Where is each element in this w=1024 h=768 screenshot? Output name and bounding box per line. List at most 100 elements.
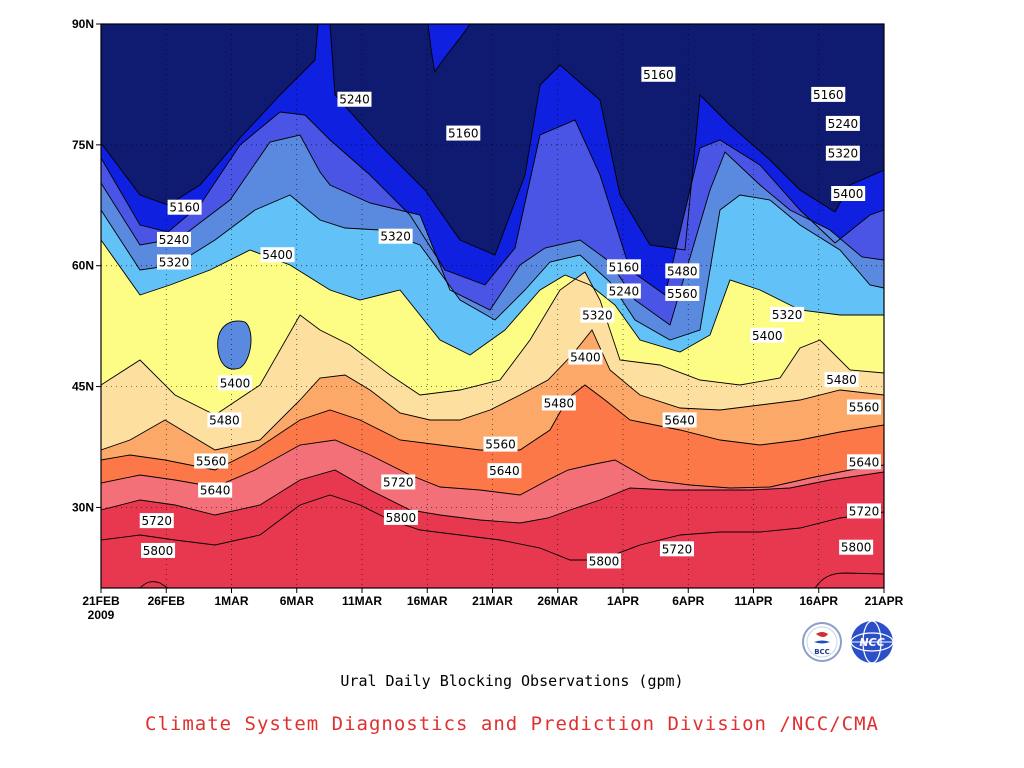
y-tick-label: 75N — [72, 138, 94, 152]
contour-label-background — [218, 375, 253, 391]
contour-label-text: 5800 — [143, 544, 174, 558]
contour-label-text: 5320 — [828, 147, 859, 161]
contour-label-text: 5480 — [209, 413, 240, 427]
x-tick-label: 11APR — [734, 594, 772, 608]
contour-label: 5800 — [839, 539, 874, 555]
contour-label: 5640 — [487, 463, 522, 479]
contour-label-background — [378, 228, 413, 244]
contour-label-background — [831, 186, 866, 202]
contour-label-text: 5800 — [386, 511, 417, 525]
contour-label-text: 5320 — [772, 308, 803, 322]
contour-label-text: 5400 — [752, 329, 783, 343]
contour-label-background — [483, 436, 518, 452]
contour-label-background — [839, 539, 874, 555]
contour-label-text: 5720 — [141, 514, 172, 528]
contour-label-background — [659, 541, 694, 557]
contour-label-background — [446, 125, 481, 141]
x-tick-label: 16APR — [799, 594, 838, 608]
contour-label: 5240 — [825, 115, 860, 131]
contour-pocket — [217, 320, 252, 370]
contour-line — [101, 134, 884, 326]
contour-label: 5400 — [831, 186, 866, 202]
bcc-logo-icon: BCC — [802, 622, 842, 662]
contour-label: 5400 — [218, 375, 253, 391]
contour-label-background — [156, 231, 191, 247]
x-tick-label: 1APR — [607, 594, 639, 608]
contour-label: 5720 — [847, 503, 881, 519]
contour-label-text: 5400 — [833, 187, 864, 201]
contour-label-background — [207, 412, 242, 428]
contour-label-background — [260, 247, 295, 263]
contour-label-background — [381, 474, 416, 490]
contour-label: 5240 — [337, 91, 372, 107]
contour-label: 5400 — [750, 327, 785, 343]
contour-label-text: 5160 — [813, 88, 844, 102]
contour-label-text: 5400 — [220, 376, 251, 390]
contour-label: 5640 — [662, 412, 697, 428]
contour-label-background — [167, 199, 202, 215]
contour-label: 5320 — [770, 306, 805, 322]
contour-pocket — [139, 581, 169, 588]
contour-label: 5800 — [586, 553, 621, 569]
contour-label: 5560 — [483, 436, 518, 452]
contour-label-background — [770, 306, 805, 322]
x-tick-label: 21APR — [865, 594, 904, 608]
y-tick-label: 30N — [72, 500, 94, 514]
contour-label: 5480 — [207, 412, 242, 428]
contour-label: 5320 — [378, 228, 413, 244]
contour-label-text: 5320 — [582, 309, 613, 323]
contour-label: 5640 — [847, 454, 881, 470]
contour-label-text: 5720 — [849, 504, 880, 518]
contour-label-background — [750, 327, 785, 343]
contour-label: 5560 — [665, 285, 700, 301]
contour-label-text: 5480 — [544, 396, 575, 410]
y-tick-label: 60N — [72, 259, 94, 273]
contour-line — [101, 439, 884, 496]
contour-label: 5480 — [541, 395, 576, 411]
x-year-label: 2009 — [88, 608, 115, 622]
contour-label-text: 5720 — [662, 542, 693, 556]
x-axis: 21FEB 26FEB 1MAR 6MAR 11MAR 16MAR 21MAR 26MAR 1A… — [82, 588, 904, 622]
contour-label: 5560 — [194, 453, 229, 469]
contour-labels: 5160 5240 5320 5400 5240 5160 5320 5400 5480 5560… — [139, 66, 881, 569]
contour-label-background — [383, 509, 418, 525]
contour-label-background — [194, 453, 229, 469]
contour-label-background — [847, 399, 881, 415]
contour-label: 5320 — [825, 145, 860, 161]
contour-label: 5560 — [847, 399, 881, 415]
contour-label-text: 5560 — [196, 455, 227, 469]
x-tick-label: 1MAR — [214, 594, 248, 608]
contour-label-text: 5240 — [339, 93, 370, 107]
contour-label-text: 5640 — [664, 413, 695, 427]
contour-label: 5160 — [641, 66, 676, 82]
contour-label: 5480 — [665, 263, 700, 279]
contour-label: 5720 — [659, 541, 694, 557]
contour-label-text: 5800 — [841, 541, 872, 555]
contour-label-text: 5320 — [380, 230, 411, 244]
logo-area: BCC NCC — [800, 620, 900, 664]
x-tick-label: 6APR — [672, 594, 704, 608]
contour-label-background — [665, 285, 700, 301]
contour-line — [101, 494, 884, 561]
contour-label-background — [641, 66, 676, 82]
contour-line — [101, 329, 884, 451]
contour-label-text: 5160 — [643, 68, 674, 82]
contour-label: 5320 — [580, 307, 615, 323]
x-tick-label: 21FEB — [82, 594, 120, 608]
contour-label-text: 5640 — [200, 484, 231, 498]
contour-label: 5160 — [811, 86, 846, 102]
contour-label-text: 5560 — [667, 287, 698, 301]
y-tick-label: 90N — [72, 17, 94, 31]
contour-line — [101, 24, 884, 256]
contour-label-background — [156, 254, 191, 270]
contour-label-text: 5560 — [485, 438, 516, 452]
contour-label: 5160 — [606, 259, 641, 275]
contour-label: 5400 — [260, 247, 295, 263]
contour-label: 5400 — [568, 349, 603, 365]
contour-label-background — [141, 542, 176, 558]
contour-label-text: 5720 — [383, 475, 414, 489]
contour-label-background — [847, 503, 881, 519]
contour-label-background — [825, 145, 860, 161]
contour-label-background — [586, 553, 621, 569]
contour-line — [101, 194, 884, 341]
